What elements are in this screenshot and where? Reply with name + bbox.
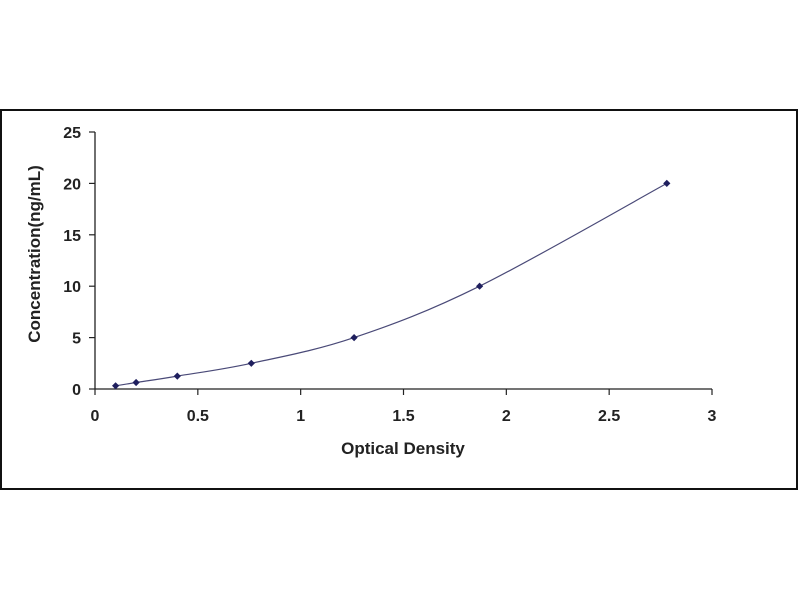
y-tick-label: 0 — [72, 382, 81, 399]
data-markers — [112, 179, 671, 390]
chart-border — [0, 109, 798, 490]
x-tick-label: 0 — [91, 408, 100, 425]
y-tick-labels: 0 5 10 15 20 25 — [63, 125, 81, 399]
y-tick-label: 5 — [72, 331, 81, 348]
data-point — [132, 378, 140, 387]
data-point — [476, 282, 484, 290]
y-axis-title: Concentration(ng/mL) — [25, 165, 44, 343]
x-tick-label: 1.5 — [392, 408, 414, 425]
x-axis-title: Optical Density — [341, 439, 465, 458]
y-tick-label: 25 — [63, 125, 81, 142]
data-point — [173, 372, 181, 380]
x-tick-label: 3 — [708, 408, 717, 425]
data-point — [112, 382, 120, 390]
x-tick-label: 2 — [502, 408, 511, 425]
data-point — [663, 179, 671, 187]
x-tick-label: 0.5 — [187, 408, 209, 425]
x-tick-label: 1 — [296, 408, 305, 425]
y-tick-label: 15 — [63, 228, 81, 245]
trend-curve — [115, 182, 668, 387]
y-tick-label: 10 — [63, 279, 81, 296]
y-tick-label: 20 — [63, 176, 81, 193]
x-tick-label: 2.5 — [598, 408, 620, 425]
tick-marks — [89, 131, 713, 395]
data-point — [350, 334, 358, 342]
data-point — [247, 359, 255, 367]
x-tick-labels: 0 0.5 1 1.5 2 2.5 3 — [91, 408, 717, 425]
